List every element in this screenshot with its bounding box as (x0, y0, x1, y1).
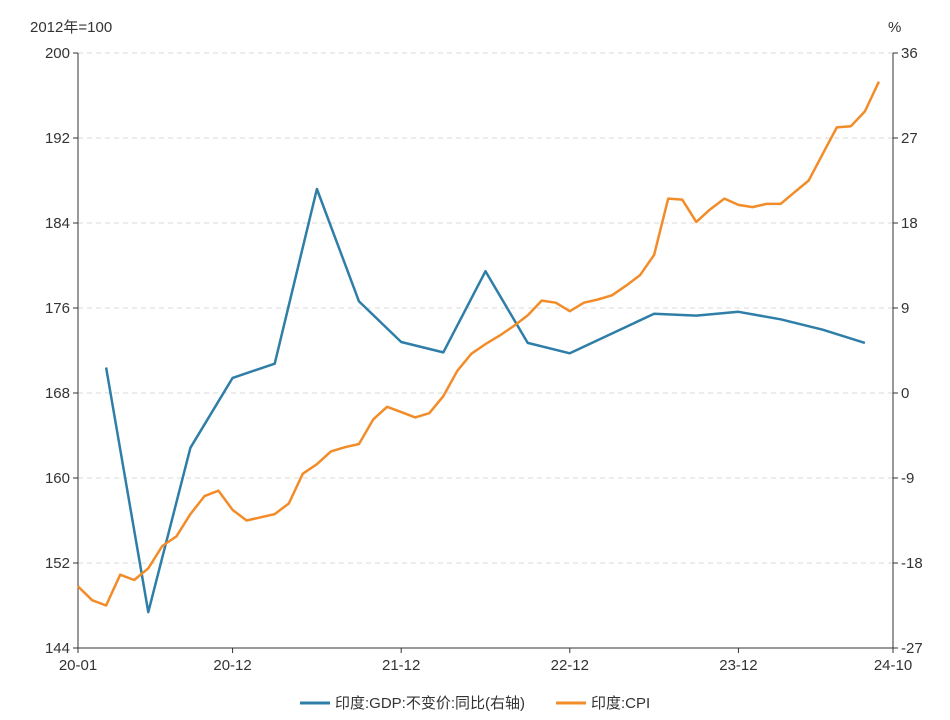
series-layer (77, 81, 881, 614)
right-tick-label: 18 (901, 215, 918, 232)
right-axis-ticks: -27 -18 -9 0 9 18 27 36 (893, 45, 923, 657)
left-tick-label: 184 (45, 215, 70, 232)
left-tick-label: 160 (45, 470, 70, 487)
right-axis-unit-label: % (888, 19, 901, 36)
right-tick-label: -18 (901, 555, 923, 572)
right-tick-label: 36 (901, 45, 918, 62)
right-tick-label: -27 (901, 640, 923, 657)
legend-item-cpi-label: 印度:CPI (591, 695, 650, 712)
left-axis-ticks: 144 152 160 168 176 184 192 200 (45, 45, 78, 657)
cpi-series-line (77, 81, 881, 607)
left-axis-unit-label: 2012年=100 (30, 19, 112, 36)
x-tick-label: 21-12 (382, 657, 420, 674)
x-tick-label: 20-01 (59, 657, 97, 674)
right-tick-label: 0 (901, 385, 909, 402)
x-axis-ticks: 20-01 20-12 21-12 22-12 23-12 24-10 (59, 648, 912, 674)
x-tick-label: 24-10 (874, 657, 912, 674)
x-tick-label: 23-12 (719, 657, 757, 674)
x-tick-label: 22-12 (551, 657, 589, 674)
legend-item-gdp-label: 印度:GDP:不变价:同比(右轴) (335, 695, 525, 712)
right-tick-label: -9 (901, 470, 914, 487)
left-tick-label: 152 (45, 555, 70, 572)
axes (77, 53, 894, 649)
right-tick-label: 27 (901, 130, 918, 147)
left-tick-label: 168 (45, 385, 70, 402)
gdp-yoy-series-line (104, 187, 866, 614)
x-tick-label: 20-12 (213, 657, 251, 674)
left-tick-label: 144 (45, 640, 70, 657)
legend: 印度:GDP:不变价:同比(右轴) 印度:CPI (300, 695, 650, 712)
left-tick-label: 192 (45, 130, 70, 147)
right-tick-label: 9 (901, 300, 909, 317)
left-tick-label: 200 (45, 45, 70, 62)
left-tick-label: 176 (45, 300, 70, 317)
gridlines (78, 52, 893, 564)
